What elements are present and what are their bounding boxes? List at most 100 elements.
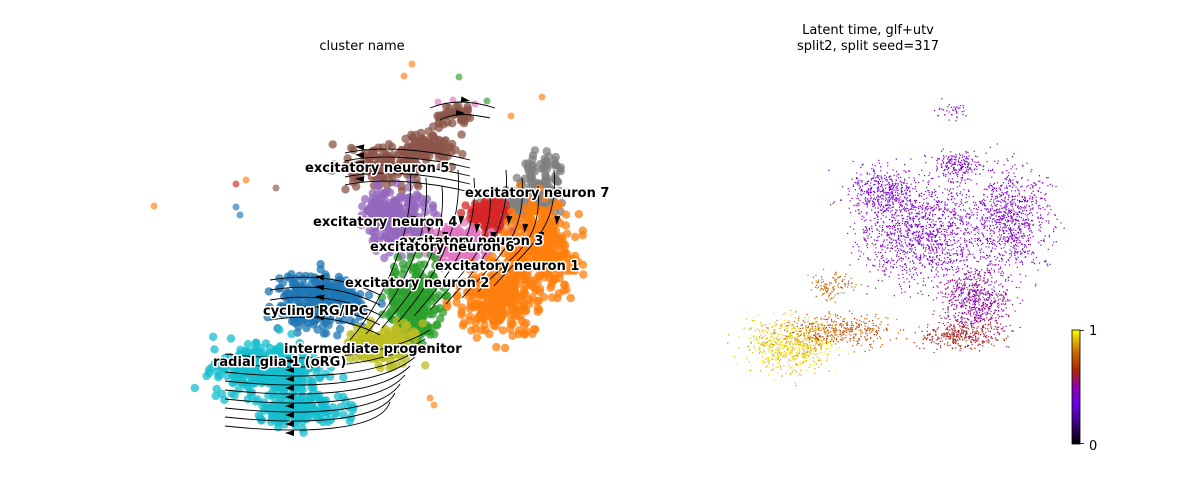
scatter-point: [1012, 179, 1014, 181]
scatter-point: [881, 227, 883, 229]
scatter-point: [452, 292, 462, 301]
scatter-point: [858, 246, 860, 248]
scatter-point: [1049, 263, 1051, 265]
scatter-point: [997, 212, 999, 214]
scatter-point: [1025, 222, 1027, 224]
scatter-point: [898, 274, 900, 276]
scatter-point: [916, 225, 918, 227]
scatter-point: [928, 218, 930, 220]
scatter-point: [964, 264, 966, 266]
scatter-point: [893, 224, 895, 227]
scatter-point: [950, 231, 952, 233]
scatter-point: [1004, 211, 1006, 213]
scatter-point: [996, 197, 999, 199]
scatter-point: [944, 257, 946, 259]
scatter-point: [940, 281, 942, 283]
scatter-point: [957, 254, 959, 256]
scatter-point: [1032, 187, 1034, 189]
scatter-point: [1010, 242, 1012, 244]
scatter-point: [864, 240, 866, 242]
scatter-point: [873, 190, 875, 192]
scatter-point: [1007, 219, 1009, 221]
scatter-point: [1011, 200, 1013, 202]
scatter-point: [1000, 218, 1002, 220]
scatter-point: [1020, 243, 1022, 245]
scatter-point: [904, 236, 906, 238]
scatter-point: [933, 205, 935, 207]
scatter-point: [910, 225, 912, 227]
scatter-point: [946, 231, 948, 233]
scatter-point: [941, 251, 943, 253]
scatter-point: [982, 242, 984, 244]
scatter-point: [891, 245, 893, 247]
scatter-point: [932, 210, 934, 212]
scatter-point: [931, 247, 933, 249]
scatter-point: [919, 205, 922, 207]
scatter-point: [1005, 252, 1007, 254]
scatter-point: [1028, 223, 1030, 225]
scatter-point: [947, 268, 949, 270]
scatter-point: [911, 248, 913, 250]
scatter-point: [927, 245, 929, 247]
scatter-point: [1008, 238, 1010, 240]
scatter-point: [952, 269, 954, 271]
scatter-point: [885, 210, 887, 212]
scatter-point: [988, 185, 990, 187]
streamline-arrowhead: [285, 430, 295, 436]
scatter-point: [909, 225, 911, 227]
scatter-point: [938, 247, 940, 249]
scatter-point: [991, 189, 993, 191]
scatter-point: [1031, 219, 1033, 221]
scatter-point: [926, 209, 928, 211]
scatter-point: [998, 218, 1000, 220]
scatter-point: [1038, 262, 1041, 264]
scatter-point: [890, 266, 892, 268]
scatter-point: [969, 216, 971, 218]
scatter-point: [892, 216, 894, 219]
scatter-point: [877, 194, 879, 196]
scatter-point: [1040, 244, 1042, 246]
scatter-point: [1007, 241, 1009, 243]
scatter-point: [1031, 208, 1034, 210]
scatter-point: [906, 252, 908, 254]
scatter-point: [1003, 211, 1005, 213]
scatter-point: [864, 226, 866, 228]
scatter-point: [929, 240, 931, 242]
scatter-point: [884, 209, 886, 211]
scatter-point: [1010, 209, 1012, 211]
scatter-point: [905, 198, 907, 200]
scatter-point: [1026, 201, 1028, 203]
scatter-point: [519, 329, 529, 338]
scatter-point: [1010, 236, 1012, 238]
scatter-point: [925, 213, 927, 215]
scatter-point: [861, 180, 863, 182]
scatter-point: [268, 376, 277, 386]
scatter-point: [950, 212, 952, 214]
scatter-point: [963, 189, 965, 191]
scatter-point: [873, 244, 875, 246]
scatter-point: [985, 254, 988, 256]
cluster-label-excitatory-neuron-2: excitatory neuron 2: [345, 276, 489, 291]
scatter-point: [840, 199, 842, 201]
scatter-point: [902, 199, 904, 201]
scatter-point: [887, 244, 889, 246]
right-panel-title-line1: Latent time, glf+utv: [802, 23, 934, 38]
scatter-point: [994, 248, 996, 250]
scatter-point: [885, 268, 887, 271]
scatter-point: [880, 244, 882, 246]
scatter-point: [946, 282, 948, 284]
scatter-point: [998, 231, 1000, 233]
scatter-point: [879, 260, 881, 262]
scatter-point: [934, 194, 937, 196]
scatter-point: [1048, 220, 1050, 222]
scatter-point: [911, 205, 913, 207]
scatter-point: [881, 230, 883, 232]
scatter-point: [1013, 196, 1015, 198]
scatter-point: [951, 198, 953, 200]
scatter-point: [936, 255, 938, 257]
scatter-point: [941, 230, 943, 233]
scatter-point: [968, 190, 970, 192]
scatter-point: [920, 256, 922, 259]
scatter-point: [959, 185, 961, 187]
scatter-point: [993, 199, 995, 201]
